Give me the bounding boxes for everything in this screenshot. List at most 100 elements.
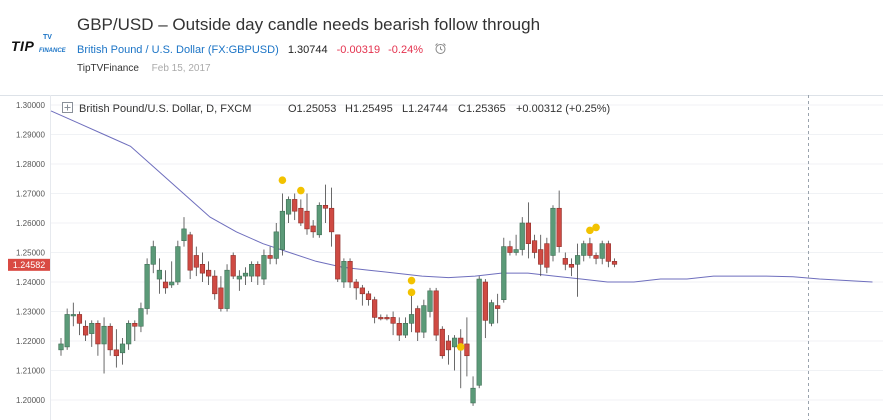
candle-body [150, 246, 156, 265]
bearish-candle [218, 276, 224, 312]
candle-body [421, 305, 427, 333]
bearish-candle [292, 193, 298, 221]
candle-body [531, 240, 538, 253]
bearish-candle [464, 317, 470, 377]
price-tick-label: 1.23000 [16, 308, 45, 317]
candle-body [83, 325, 89, 336]
candle-body [347, 261, 353, 283]
legend-high: H1.25495 [345, 103, 393, 115]
idea-title: GBP/USD – Outside day candle needs beari… [77, 15, 541, 34]
price-tick-label: 1.27000 [16, 190, 45, 199]
candle-body [255, 264, 261, 277]
bullish-candle [451, 335, 458, 371]
bullish-candle [224, 264, 230, 312]
bearish-candle [445, 335, 452, 365]
price-tick-label: 1.24000 [16, 278, 45, 287]
bearish-candle [495, 293, 501, 324]
bearish-candle [372, 296, 378, 324]
bullish-candle [89, 320, 95, 347]
bullish-candle [408, 290, 415, 333]
candle-body [439, 328, 445, 357]
bearish-candle [187, 231, 193, 280]
bearish-candle [605, 240, 611, 268]
bullish-candle [150, 240, 156, 274]
bullish-candle [421, 299, 427, 339]
candle-body [310, 225, 316, 233]
bearish-candle [593, 252, 599, 265]
candle-body [199, 264, 206, 274]
candle-body [587, 243, 593, 256]
price-tick-label: 1.28000 [16, 160, 45, 169]
candle-body [593, 255, 599, 259]
bullish-candle [138, 302, 144, 333]
chart-background [0, 95, 883, 420]
candle-body [187, 234, 193, 271]
candle-body [76, 314, 83, 324]
candle-body [605, 243, 611, 262]
current-price-tag-background [8, 258, 50, 271]
candle-body [476, 278, 482, 386]
candle-body [525, 222, 531, 244]
bearish-candle [162, 270, 169, 294]
bearish-candle [230, 252, 236, 280]
bullish-candle [519, 217, 525, 256]
moving-average-line [50, 110, 873, 283]
bearish-candle [107, 323, 113, 356]
price-change: -0.00319 [336, 43, 381, 56]
candle-body [162, 281, 169, 289]
bearish-candle [507, 240, 513, 256]
candle-body [304, 210, 310, 230]
candle-body [298, 207, 304, 224]
bullish-candle [279, 193, 286, 256]
candle-body [359, 287, 365, 295]
candle-body [495, 305, 501, 309]
candle-body [482, 281, 488, 321]
alarm-clock-icon[interactable] [434, 42, 447, 58]
bearish-candle [378, 314, 384, 321]
bearish-candle [199, 252, 206, 282]
signal-marker-dot [586, 226, 594, 235]
bullish-candle [126, 320, 132, 350]
candle-body [242, 272, 249, 277]
bearish-candle [562, 252, 568, 271]
candle-body [249, 264, 255, 277]
bullish-candle [470, 376, 476, 406]
candle-body [396, 323, 402, 336]
bullish-candle [249, 261, 255, 282]
candle-body [599, 243, 605, 259]
signal-markers [278, 176, 600, 351]
current-price-tag: 1.24582 [8, 258, 50, 271]
bullish-candle [119, 338, 126, 365]
candle-body [230, 255, 236, 277]
tiptv-logo[interactable]: TIP TV FINANCE [11, 34, 66, 54]
candle-body [175, 246, 181, 283]
bearish-candle [353, 279, 359, 300]
candle-body [562, 258, 568, 265]
price-tick-label: 1.25000 [16, 249, 45, 258]
symbol-link[interactable]: British Pound / U.S. Dollar (FX:GBPUSD) [77, 43, 279, 56]
bullish-candle [236, 270, 242, 291]
candle-body [273, 231, 279, 259]
bearish-candle [267, 246, 273, 265]
author-name[interactable]: TipTVFinance [77, 63, 139, 74]
legend-symbol: British Pound/U.S. Dollar, D, FXCM [79, 103, 251, 115]
bullish-candle [242, 267, 249, 285]
bullish-candle [261, 249, 267, 285]
bearish-candle [556, 190, 562, 253]
candle-body [353, 281, 359, 289]
bullish-candle [599, 240, 605, 265]
candle-body [224, 269, 230, 309]
candlestick-chart[interactable]: 1.20000 1.21000 1.22000 1.23000 1.24000 1.250… [0, 95, 883, 420]
candle-body [556, 207, 562, 247]
candle-body [181, 228, 187, 241]
candle-body [501, 246, 507, 301]
candle-body [101, 325, 107, 345]
candle-body [335, 234, 341, 280]
bearish-candle [95, 320, 101, 356]
bearish-candle [587, 237, 593, 259]
signal-marker-dot [407, 288, 416, 297]
candle-body [206, 269, 212, 277]
candle-body [236, 275, 242, 280]
candle-body [451, 337, 458, 348]
bullish-candle [64, 308, 70, 350]
